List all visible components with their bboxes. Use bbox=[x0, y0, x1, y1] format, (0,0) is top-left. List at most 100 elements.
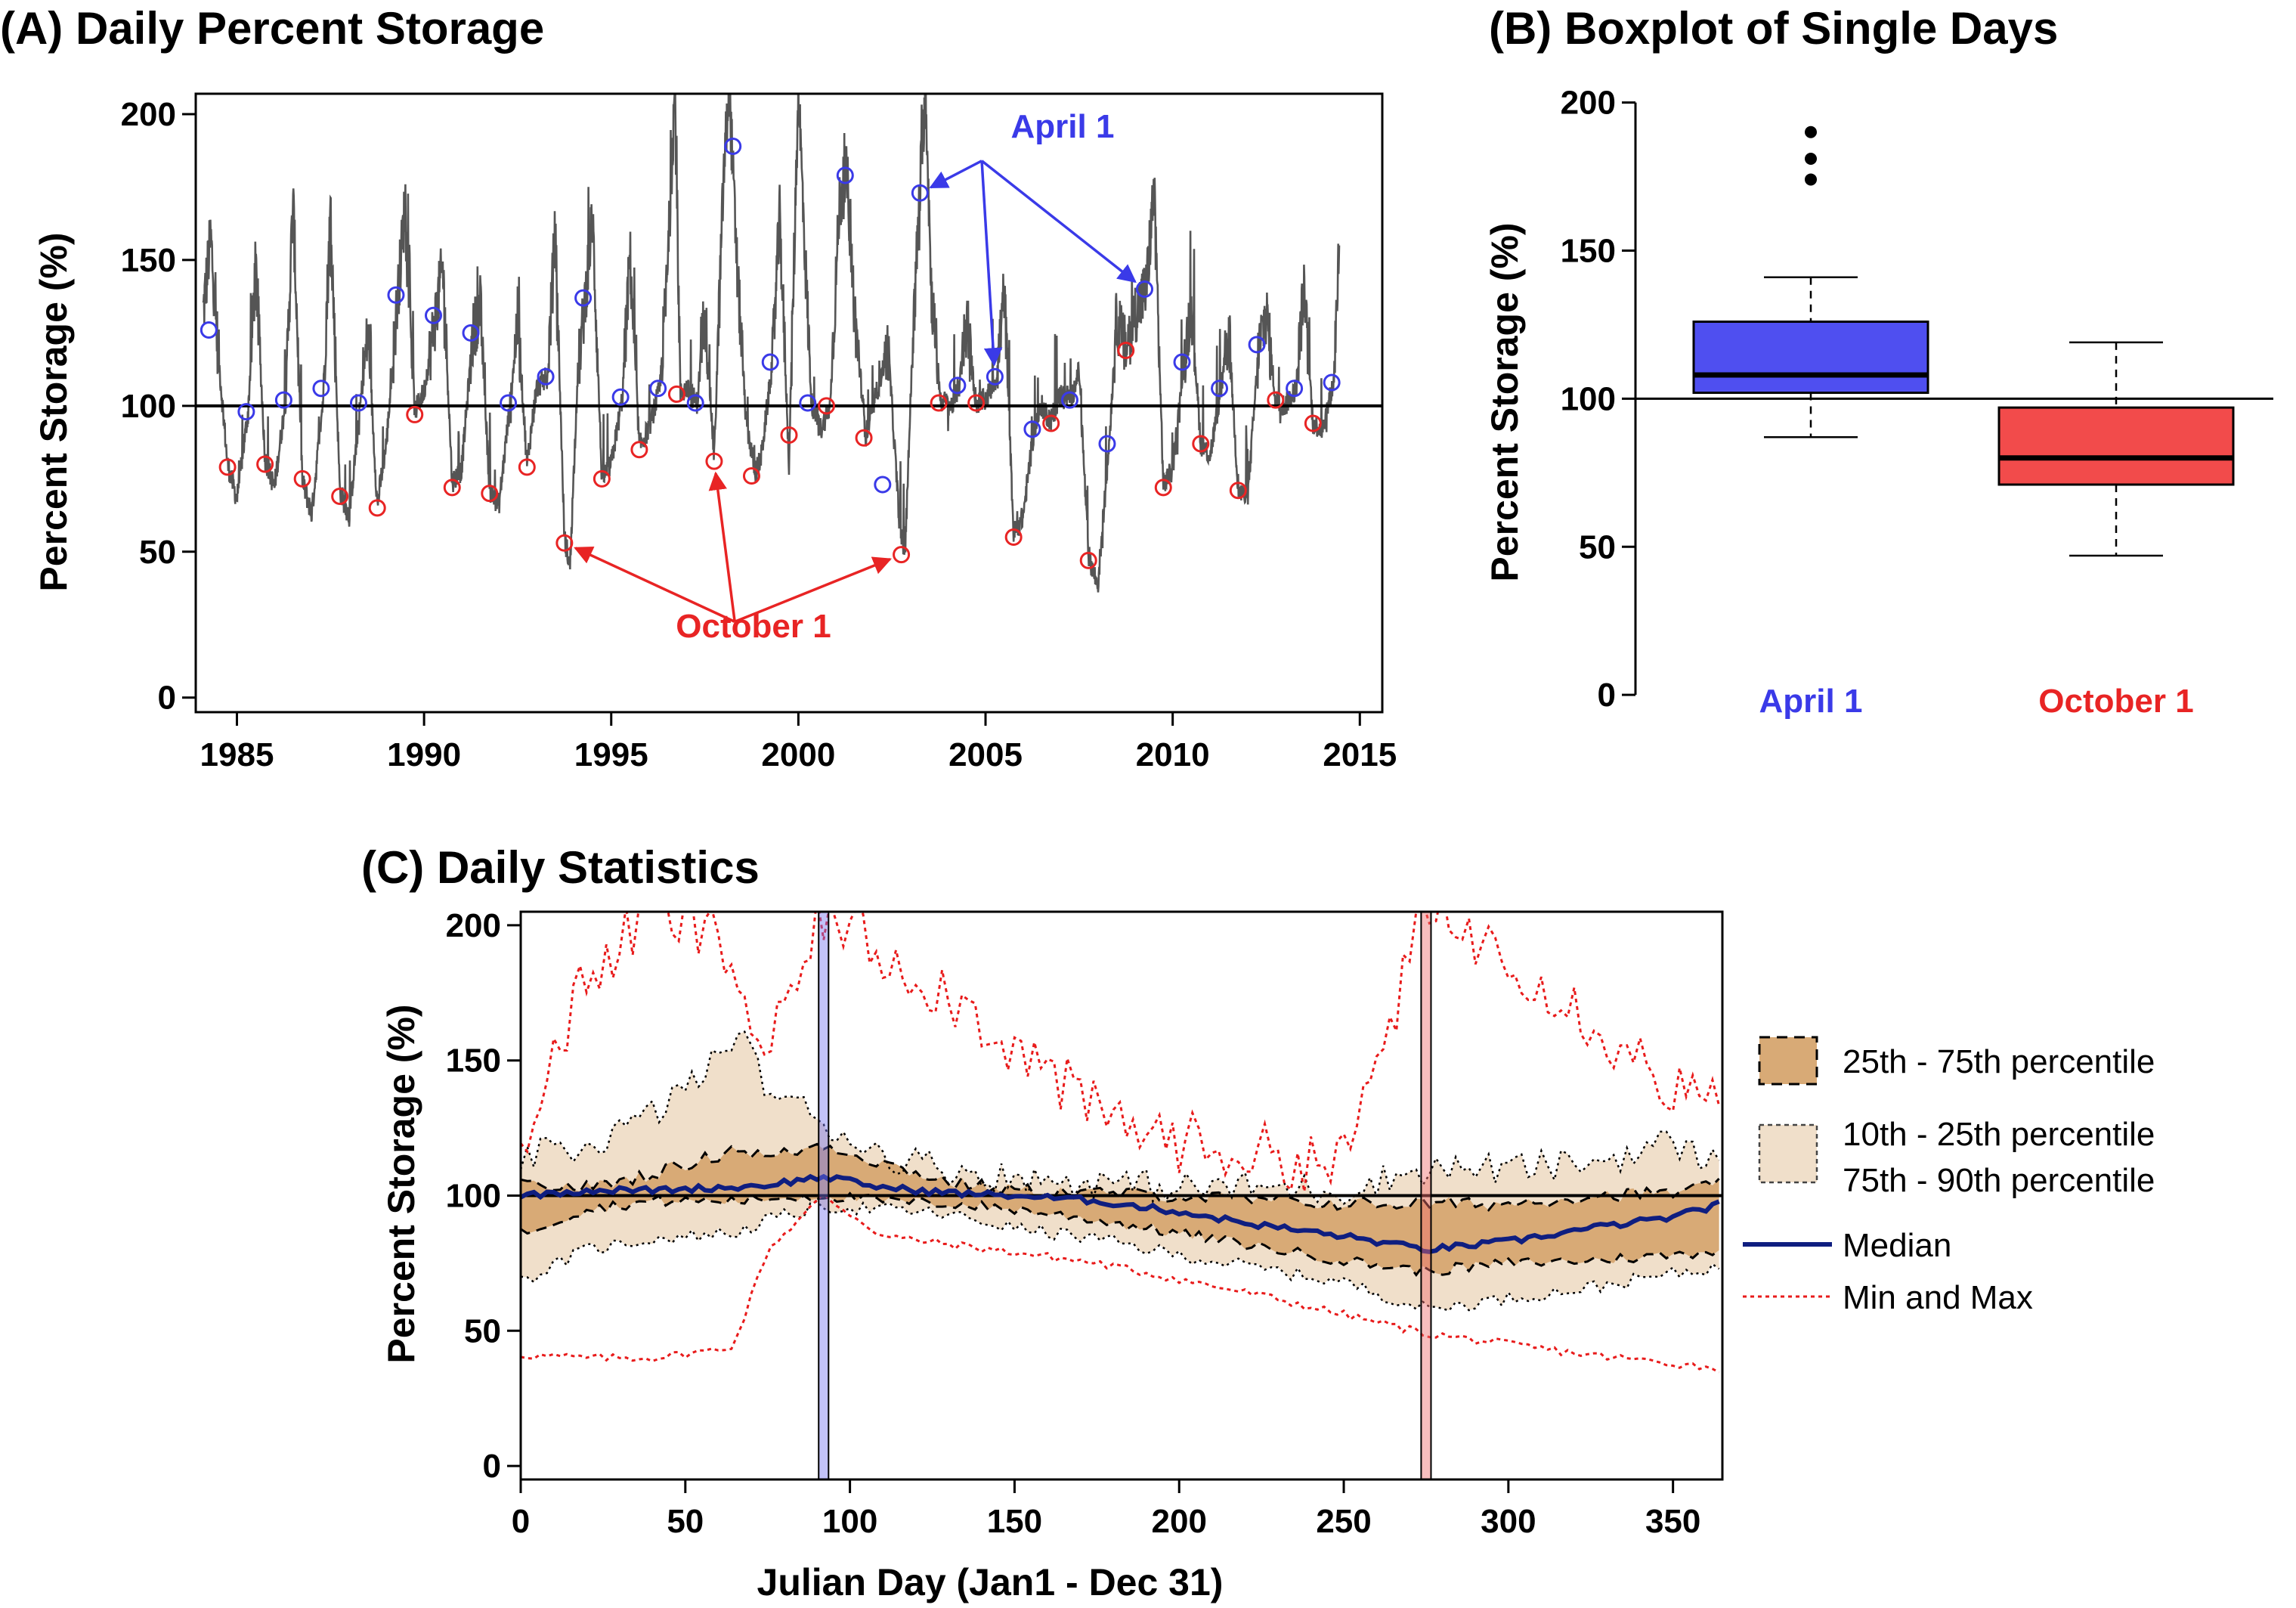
april-point-28 bbox=[1248, 336, 1266, 354]
october-point-27 bbox=[1229, 482, 1247, 500]
april-point-5 bbox=[387, 286, 405, 304]
april-point-4 bbox=[349, 394, 367, 412]
october-point-8 bbox=[518, 458, 536, 476]
april-point-3 bbox=[312, 380, 330, 398]
october-arrow-0 bbox=[574, 547, 735, 623]
october-category-label: October 1 bbox=[2038, 683, 2193, 720]
panel-c-ytick-label-2: 100 bbox=[446, 1178, 501, 1215]
panel-b-title: (B) Boxplot of Single Days bbox=[1489, 3, 2058, 54]
legend-swatch-iqr bbox=[1758, 1036, 1818, 1086]
april-box bbox=[1692, 321, 1929, 395]
legend-item-outer: 10th - 25th percentile 75th - 90th perce… bbox=[1758, 1116, 2155, 1199]
panel-a-data bbox=[196, 94, 1382, 593]
panel-a: (A) Daily Percent Storage Percent Storag… bbox=[0, 3, 1397, 773]
april-point-18 bbox=[874, 476, 892, 494]
line-p10 bbox=[521, 1201, 1720, 1312]
october-point-6 bbox=[443, 479, 461, 497]
april-point-19 bbox=[911, 184, 929, 202]
panel-c-xtick-label-5: 250 bbox=[1316, 1503, 1371, 1540]
october-point-7 bbox=[481, 485, 499, 503]
october-point-2 bbox=[293, 469, 311, 488]
panel-c-xtick-label-7: 350 bbox=[1645, 1503, 1700, 1540]
april-point-17 bbox=[836, 166, 854, 184]
legend-item-median: Median bbox=[1743, 1227, 1951, 1264]
october-annotation: October 1 bbox=[574, 471, 893, 645]
april-point-24 bbox=[1098, 435, 1116, 453]
october-point-1 bbox=[256, 455, 274, 473]
panel-b-ylabel: Percent Storage (%) bbox=[1484, 222, 1526, 581]
panel-a-ticks: 0 50 100 150 200 1985 1990 1995 2000 2005 2010 2015 bbox=[121, 96, 1397, 773]
april-point-9 bbox=[537, 367, 555, 386]
panel-a-ytick-label-3: 150 bbox=[121, 242, 176, 279]
panel-a-frame bbox=[194, 92, 1384, 714]
panel-c-frame bbox=[519, 910, 1724, 1481]
october-point-15 bbox=[780, 426, 798, 444]
april-point-2 bbox=[274, 391, 292, 409]
april-point-7 bbox=[462, 324, 480, 342]
october-point-0 bbox=[218, 458, 237, 476]
panel-a-ytick-label-0: 0 bbox=[158, 680, 176, 717]
april-point-26 bbox=[1173, 353, 1191, 371]
april-outlier-1 bbox=[1805, 153, 1817, 166]
legend-label-outer-2: 75th - 90th percentile bbox=[1843, 1162, 2155, 1199]
april-point-30 bbox=[1323, 373, 1341, 392]
april-point-23 bbox=[1060, 391, 1078, 409]
october-point-26 bbox=[1192, 435, 1210, 453]
panel-a-ylabel: Percent Storage (%) bbox=[32, 232, 75, 591]
april-point-25 bbox=[1136, 280, 1154, 299]
october-box bbox=[1997, 406, 2235, 486]
panel-a-ytick-label-4: 200 bbox=[121, 96, 176, 133]
panel-c-ytick-label-1: 50 bbox=[464, 1312, 501, 1349]
panel-c-ytick-label-4: 200 bbox=[446, 907, 501, 944]
panel-b-ytick-label-3: 150 bbox=[1561, 232, 1616, 269]
panel-a-xtick-label-6: 2015 bbox=[1323, 736, 1397, 773]
panel-c-xtick-label-2: 100 bbox=[822, 1503, 877, 1540]
panel-b: (B) Boxplot of Single Days Percent Stora… bbox=[1484, 3, 2273, 720]
panel-a-xtick-label-3: 2000 bbox=[761, 736, 835, 773]
october-arrows bbox=[574, 471, 893, 624]
october-highlight bbox=[1420, 911, 1432, 1480]
october-point-22 bbox=[1042, 414, 1060, 432]
legend-label-outer-1: 10th - 25th percentile bbox=[1843, 1116, 2155, 1153]
april-point-27 bbox=[1211, 380, 1229, 398]
panel-c-xtick-label-0: 0 bbox=[512, 1503, 530, 1540]
october-point-11 bbox=[630, 441, 648, 459]
april-highlight bbox=[818, 911, 830, 1480]
panel-b-ytick-label-1: 50 bbox=[1579, 528, 1616, 565]
april-point-8 bbox=[500, 394, 518, 412]
line-p25 bbox=[521, 1191, 1720, 1278]
legend-swatch-outer bbox=[1758, 1123, 1818, 1184]
april-point-6 bbox=[424, 306, 442, 324]
panel-c-xlabel: Julian Day (Jan1 - Dec 31) bbox=[757, 1561, 1224, 1603]
panel-c-xtick-label-6: 300 bbox=[1481, 1503, 1536, 1540]
panel-b-ytick-label-0: 0 bbox=[1598, 677, 1616, 714]
panel-b-data: 0 50 100 150 200 April 1 October 1 bbox=[1561, 85, 2273, 720]
april-point-16 bbox=[799, 394, 817, 412]
panel-b-ytick-label-4: 200 bbox=[1561, 85, 1616, 122]
april-point-11 bbox=[611, 388, 630, 406]
october-point-20 bbox=[967, 394, 986, 412]
october-arrow-1 bbox=[708, 471, 736, 622]
panel-c-ytick-label-0: 0 bbox=[483, 1448, 501, 1485]
line-min bbox=[521, 1192, 1720, 1374]
april-arrow-0 bbox=[929, 160, 982, 189]
line-p75 bbox=[521, 1142, 1720, 1212]
line-p90 bbox=[521, 1030, 1720, 1205]
april-category-label: April 1 bbox=[1759, 683, 1863, 720]
october-point-9 bbox=[555, 534, 574, 552]
october-point-24 bbox=[1117, 342, 1135, 360]
april-arrows bbox=[929, 160, 1137, 367]
october-point-13 bbox=[705, 452, 723, 470]
legend-item-iqr: 25th - 75th percentile bbox=[1758, 1036, 2155, 1086]
april-outlier-0 bbox=[1805, 173, 1817, 186]
april-label: April 1 bbox=[1011, 108, 1115, 145]
panel-c-ytick-label-3: 150 bbox=[446, 1043, 501, 1080]
april-outlier-2 bbox=[1805, 125, 1817, 138]
april-point-22 bbox=[1023, 420, 1041, 438]
panel-c-xtick-label-4: 200 bbox=[1152, 1503, 1207, 1540]
april-point-20 bbox=[948, 376, 967, 395]
april-point-15 bbox=[761, 353, 779, 371]
panel-a-xtick-label-5: 2010 bbox=[1136, 736, 1210, 773]
legend-label-iqr: 25th - 75th percentile bbox=[1843, 1043, 2155, 1080]
